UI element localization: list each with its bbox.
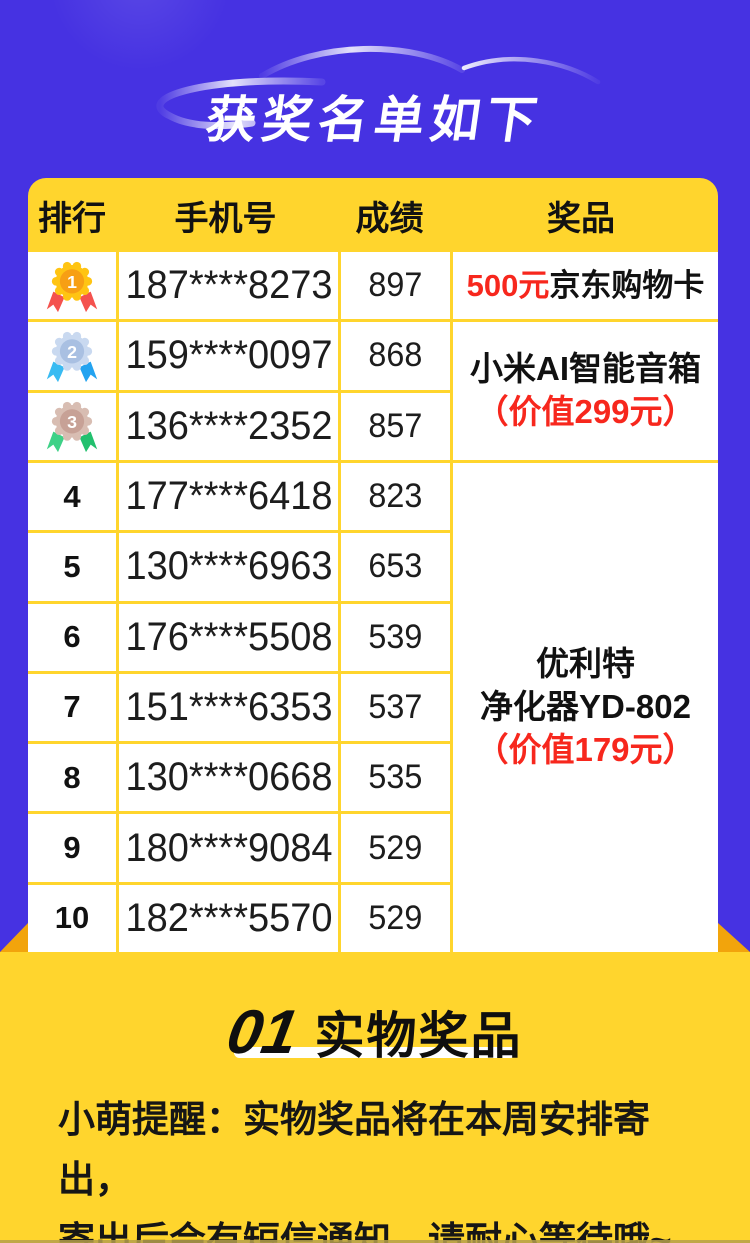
bottom-edge-strip (0, 1240, 750, 1243)
phone-cell: 130****6963 (119, 533, 338, 601)
ribbon-fold-right (718, 923, 750, 952)
silver-medal-icon: 2 (46, 331, 98, 383)
table-body: 1 187****8273 897 500元 京东购物卡 (28, 252, 718, 952)
prize-value-red: 500元 (466, 267, 550, 303)
prize-cell-rank2-3: 小米AI智能音箱 （价值299元） (453, 322, 718, 460)
score-cell: 529 (341, 814, 450, 882)
table-header-row: 排行 手机号 成绩 奖品 (28, 178, 718, 252)
prize-value-red: （价值299元） (475, 393, 696, 431)
rank-cell-4: 4 (28, 462, 116, 531)
gold-medal-icon: 1 (46, 261, 98, 312)
score-cell: 823 (341, 462, 450, 531)
phone-cell: 182****5570 (119, 884, 338, 952)
heading-underline (234, 1047, 516, 1058)
footer-section: 01 实物奖品 小萌提醒：实物奖品将在本周安排寄出， 寄出后会有短信通知，请耐心… (0, 952, 750, 1243)
score-cell: 539 (341, 603, 450, 671)
prize-value-red: （价值179元） (475, 730, 696, 768)
page-title: 获奖名单如下 (202, 92, 547, 148)
car-swoosh-icon (156, 45, 601, 130)
score-cell: 857 (341, 392, 450, 460)
score-cell: 653 (341, 533, 450, 601)
score-cell: 897 (341, 252, 450, 320)
rank-cell-5: 5 (28, 533, 116, 601)
notice-line2: 寄出后会有短信通知，请耐心等待哦~ (58, 1219, 672, 1243)
phone-cell: 136****2352 (119, 392, 338, 460)
rank-cell-2: 2 (28, 322, 116, 390)
prize-name: 小米AI智能音箱 (470, 350, 701, 388)
phone-cell: 176****5508 (119, 603, 338, 671)
notice-label: 小萌提醒： (58, 1099, 243, 1140)
section-title: 实物奖品 (314, 1008, 523, 1064)
rank-cell-9: 9 (28, 814, 116, 882)
section-number: 01 (221, 998, 303, 1067)
section-heading: 01 实物奖品 (0, 996, 750, 1068)
column-header-score: 成绩 (355, 199, 424, 238)
notice-line1: 实物奖品将在本周安排寄出， (58, 1099, 650, 1201)
phone-cell: 159****0097 (119, 322, 338, 390)
score-cell: 529 (341, 884, 450, 952)
phone-cell: 177****6418 (119, 462, 338, 531)
notice-text: 小萌提醒：实物奖品将在本周安排寄出， 寄出后会有短信通知，请耐心等待哦~ (58, 1090, 706, 1243)
prize-cell-rank4-10: 优利特 净化器YD-802 （价值179元） (453, 462, 718, 952)
prize-model: 净化器YD-802 (480, 688, 691, 725)
phone-cell: 187****8273 (119, 252, 338, 320)
prize-name: 京东购物卡 (549, 267, 705, 303)
column-header-prize: 奖品 (547, 199, 615, 238)
column-header-phone: 手机号 (174, 199, 277, 238)
svg-text:1: 1 (67, 272, 77, 292)
prize-table-card: 排行 手机号 成绩 奖品 (28, 178, 718, 952)
rank-cell-8: 8 (28, 744, 116, 812)
ribbon-fold-left (0, 923, 28, 952)
score-cell: 868 (341, 322, 450, 390)
prize-brand: 优利特 (536, 645, 635, 683)
column-header-rank: 排行 (38, 199, 106, 238)
rank-cell-1: 1 (28, 252, 116, 320)
phone-cell: 130****0668 (119, 744, 338, 812)
rank-cell-6: 6 (28, 603, 116, 671)
svg-text:3: 3 (67, 412, 77, 432)
rank-cell-10: 10 (28, 884, 116, 952)
score-cell: 535 (341, 744, 450, 812)
phone-cell: 180****9084 (119, 814, 338, 882)
svg-text:2: 2 (67, 342, 77, 362)
rank-cell-3: 3 (28, 392, 116, 460)
bronze-medal-icon: 3 (46, 402, 98, 453)
prize-cell-rank1: 500元 京东购物卡 (453, 252, 718, 320)
rank-cell-7: 7 (28, 673, 116, 742)
score-cell: 537 (341, 673, 450, 742)
phone-cell: 151****6353 (119, 673, 338, 742)
